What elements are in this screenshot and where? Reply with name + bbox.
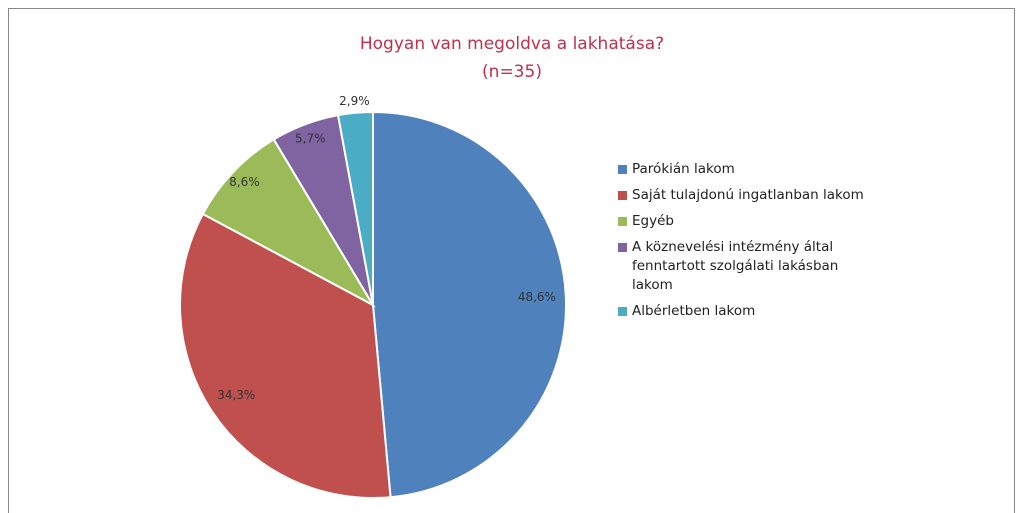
legend-label: Egyéb [632,213,674,229]
data-label: 8,6% [229,175,260,189]
legend-swatch [618,165,627,174]
pie-slice [336,110,374,306]
legend-label: Albérletben lakom [632,303,756,319]
data-label: 2,9% [339,94,370,108]
legend: Parókián lakom Saját tulajdonú ingatlanba… [618,160,878,328]
legend-item: Albérletben lakom [618,302,878,321]
chart-subtitle: (n=35) [482,62,542,82]
legend-swatch [618,307,627,316]
legend-item: Parókián lakom [618,160,878,179]
chart-title: Hogyan van megoldva a lakhatása? [360,34,664,54]
pie-slice [201,138,376,308]
pie-slice [179,212,392,499]
legend-swatch [618,217,627,226]
frame [8,8,1015,513]
data-label: 5,7% [295,131,326,145]
data-label: 48,6% [518,290,556,304]
legend-swatch [618,191,627,200]
legend-item: A köznevelési intézmény által fenntartot… [618,238,878,295]
pie-slice [372,110,567,499]
legend-swatch [618,243,627,252]
legend-label: Parókián lakom [632,161,735,177]
legend-item: Egyéb [618,212,878,231]
data-label: 34,3% [217,388,255,402]
legend-label: Saját tulajdonú ingatlanban lakom [632,187,864,203]
legend-label: A köznevelési intézmény által fenntartot… [632,239,839,293]
legend-item: Saját tulajdonú ingatlanban lakom [618,186,878,205]
